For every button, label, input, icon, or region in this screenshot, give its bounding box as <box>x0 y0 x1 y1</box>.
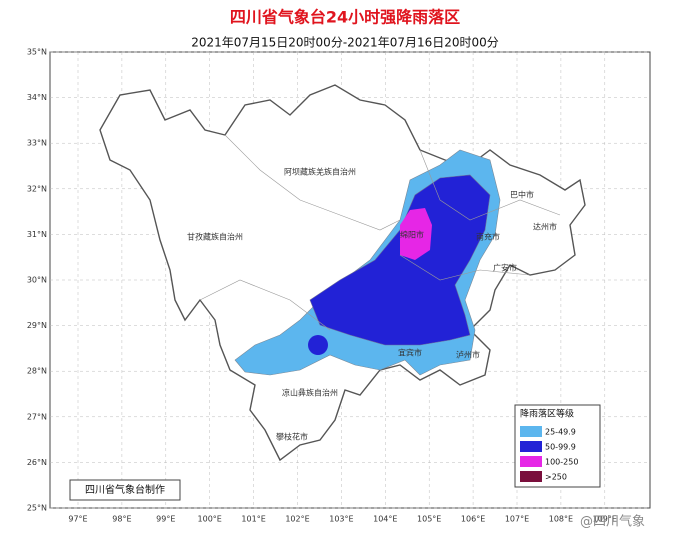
lon-label: 102°E <box>285 515 309 524</box>
legend-swatch <box>520 471 542 482</box>
rain-area-heavy <box>308 335 328 355</box>
region-label: 攀枝花市 <box>276 432 308 442</box>
legend-title: 降雨落区等级 <box>520 408 574 420</box>
lon-label: 98°E <box>112 515 131 524</box>
region-label: 南充市 <box>476 232 500 242</box>
legend-label: 50-99.9 <box>545 443 576 452</box>
legend-swatch <box>520 426 542 437</box>
lat-label: 33°N <box>27 139 47 148</box>
watermark: @四川气象 <box>580 514 645 530</box>
lon-label: 100°E <box>198 515 222 524</box>
lat-label: 34°N <box>27 93 47 102</box>
lon-label: 97°E <box>68 515 87 524</box>
lat-label: 26°N <box>27 458 47 467</box>
region-label: 宜宾市 <box>398 348 422 358</box>
lon-label: 108°E <box>549 515 573 524</box>
legend-swatch <box>520 456 542 467</box>
lon-label: 104°E <box>373 515 397 524</box>
legend-label: 25-49.9 <box>545 428 576 437</box>
region-label: 达州市 <box>533 222 557 232</box>
region-borders <box>199 134 561 331</box>
title: 四川省气象台24小时强降雨落区 <box>230 8 460 27</box>
lon-label: 107°E <box>505 515 529 524</box>
credit: 四川省气象台制作 <box>85 483 165 496</box>
region-label: 广安市 <box>493 263 517 273</box>
lon-label: 99°E <box>156 515 175 524</box>
region-label: 凉山彝族自治州 <box>282 388 338 398</box>
lon-label: 101°E <box>241 515 265 524</box>
lat-label: 32°N <box>27 184 47 193</box>
lon-label: 105°E <box>417 515 441 524</box>
lat-label: 31°N <box>27 230 47 239</box>
region-label: 绵阳市 <box>400 230 424 240</box>
lat-label: 35°N <box>27 48 47 57</box>
credit-box <box>69 479 181 501</box>
region-label: 甘孜藏族自治州 <box>187 232 243 242</box>
region-label: 泸州市 <box>456 350 480 360</box>
lat-label: 30°N <box>27 276 47 285</box>
lon-label: 106°E <box>461 515 485 524</box>
lat-label: 27°N <box>27 412 47 421</box>
rain-area-storm <box>400 208 432 260</box>
legend-swatch <box>520 441 542 452</box>
region-label: 阿坝藏族羌族自治州 <box>284 167 356 177</box>
lat-label: 28°N <box>27 367 47 376</box>
lat-label: 29°N <box>27 321 47 330</box>
region-label: 巴中市 <box>510 190 534 200</box>
lat-label: 25°N <box>27 504 47 513</box>
legend-label: >250 <box>545 473 567 482</box>
legend-label: 100-250 <box>545 458 578 467</box>
lon-label: 109°E <box>593 515 617 524</box>
lon-label: 103°E <box>329 515 353 524</box>
subtitle: 2021年07月15日20时00分-2021年07月16日20时00分 <box>191 36 499 50</box>
